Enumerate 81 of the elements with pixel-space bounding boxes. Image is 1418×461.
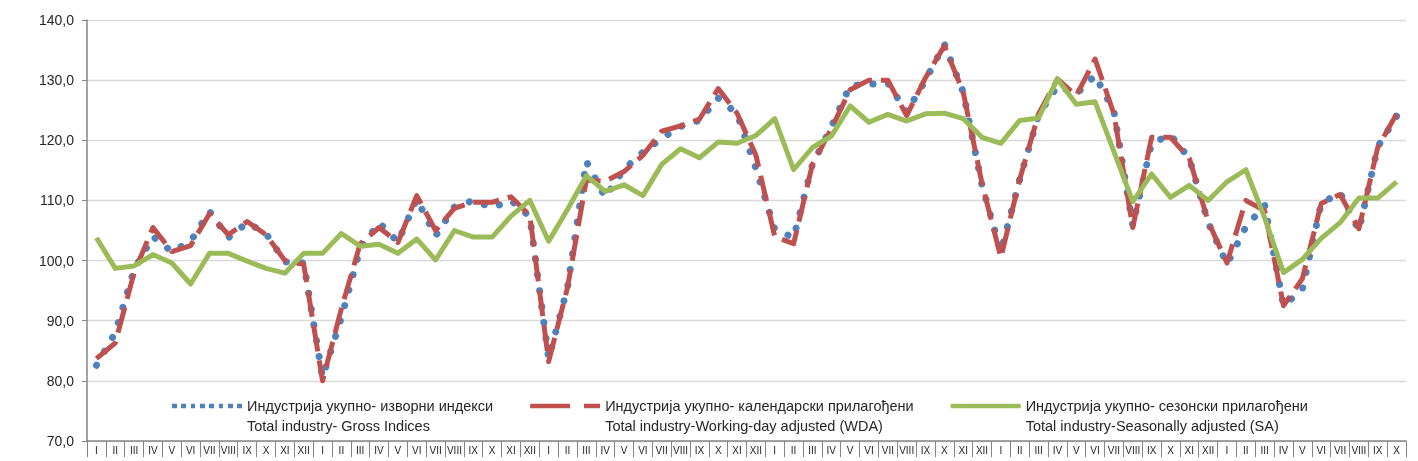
x-tick-label: V	[394, 444, 402, 456]
x-tick-label: III	[129, 444, 139, 456]
x-tick-label: VIII	[673, 444, 689, 456]
x-tick-label: IX	[468, 444, 479, 456]
x-tick-label: I	[95, 444, 98, 456]
x-tick-label: I	[321, 444, 324, 456]
x-tick-label: X	[488, 444, 496, 456]
x-tick-label: I	[547, 444, 551, 456]
y-tick-label: 130,0	[38, 72, 75, 89]
x-tick-label: VI	[185, 444, 196, 456]
x-tick-label: VII	[1333, 444, 1347, 456]
x-tick-label: XI	[1184, 444, 1195, 456]
x-tick-label: VIII	[446, 444, 462, 456]
x-tick-label: II	[564, 444, 571, 456]
x-tick-label: VII	[655, 444, 668, 456]
x-tick-label: XI	[506, 444, 516, 456]
y-tick-label: 80,0	[46, 372, 75, 389]
x-tick-label: I	[1225, 444, 1229, 456]
x-tick-label: XII	[523, 444, 536, 456]
x-tick-label: XII	[975, 444, 989, 456]
x-tick-label: II	[1243, 444, 1249, 456]
x-tick-label: V	[1072, 444, 1080, 456]
x-tick-label: III	[1260, 444, 1269, 456]
x-tick-label: IV	[1052, 444, 1063, 456]
x-tick-label: XII	[749, 444, 763, 456]
x-tick-label: XI	[732, 444, 742, 456]
x-tick-label: VIII	[1125, 444, 1141, 456]
x-tick-label: III	[808, 444, 817, 456]
x-tick-label: VIII	[220, 444, 236, 456]
x-tick-label: VII	[429, 444, 442, 456]
x-tick-label: V	[168, 444, 176, 456]
x-tick-label: II	[790, 444, 797, 456]
x-tick-label: XII	[1202, 444, 1215, 456]
x-tick-label: II	[1016, 444, 1023, 456]
x-tick-label: V	[846, 444, 854, 456]
y-tick-label: 70,0	[46, 433, 75, 449]
y-tick-label: 110,0	[40, 192, 75, 209]
x-tick-label: I	[773, 444, 777, 456]
x-tick-label: V	[1299, 444, 1307, 456]
x-tick-label: II	[112, 444, 119, 456]
x-tick-label: I	[999, 444, 1003, 456]
legend-label: Индустрија укупно- календарски прилагођени Total industry-Working-day adjusted (WDA)	[605, 398, 914, 434]
x-tick-label: XII	[297, 444, 310, 456]
legend-label: Индустрија укупно- изворни индекси Total industry- Gross Indices	[247, 398, 494, 434]
x-tick-label: VI	[638, 444, 648, 456]
x-tick-label: IV	[600, 444, 611, 456]
x-tick-label: VIII	[899, 444, 915, 456]
x-tick-label: VII	[1107, 444, 1121, 456]
x-tick-label: VI	[864, 444, 874, 456]
x-tick-label: IV	[826, 444, 837, 456]
x-tick-label: III	[356, 444, 365, 456]
y-tick-label: 100,0	[38, 252, 75, 269]
x-tick-label: IV	[1278, 444, 1289, 456]
x-tick-label: IX	[920, 444, 931, 456]
x-tick-label: VI	[1316, 444, 1326, 456]
x-tick-label: IX	[1373, 444, 1383, 456]
x-tick-label: IX	[1146, 444, 1157, 456]
y-tick-label: 120,0	[38, 132, 75, 149]
x-tick-label: X	[262, 444, 270, 456]
x-tick-label: XI	[958, 444, 968, 456]
x-tick-label: II	[338, 444, 345, 456]
x-tick-label: III	[582, 444, 591, 456]
x-tick-label: IX	[694, 444, 705, 456]
y-tick-label: 140,0	[38, 12, 75, 28]
x-tick-label: IX	[242, 444, 253, 456]
x-tick-label: VI	[412, 444, 422, 456]
x-tick-label: IV	[148, 444, 158, 456]
x-tick-label: V	[620, 444, 628, 456]
x-tick-label: X	[1167, 444, 1175, 456]
x-tick-label: VII	[881, 444, 894, 456]
x-tick-label: VII	[203, 444, 216, 456]
x-tick-label: X	[1393, 444, 1401, 456]
x-tick-label: VIII	[1351, 444, 1367, 456]
x-tick-label: VI	[1090, 444, 1100, 456]
x-tick-label: XI	[280, 444, 290, 456]
x-tick-label: III	[1034, 444, 1043, 456]
y-tick-label: 90,0	[46, 312, 75, 329]
legend-label: Индустрија укупно- сезонски прилагођени Total industry-Seasonally adjusted (SA)	[1025, 398, 1308, 434]
x-tick-label: X	[714, 444, 722, 456]
x-tick-label: X	[941, 444, 949, 456]
x-tick-label: IV	[374, 444, 385, 456]
